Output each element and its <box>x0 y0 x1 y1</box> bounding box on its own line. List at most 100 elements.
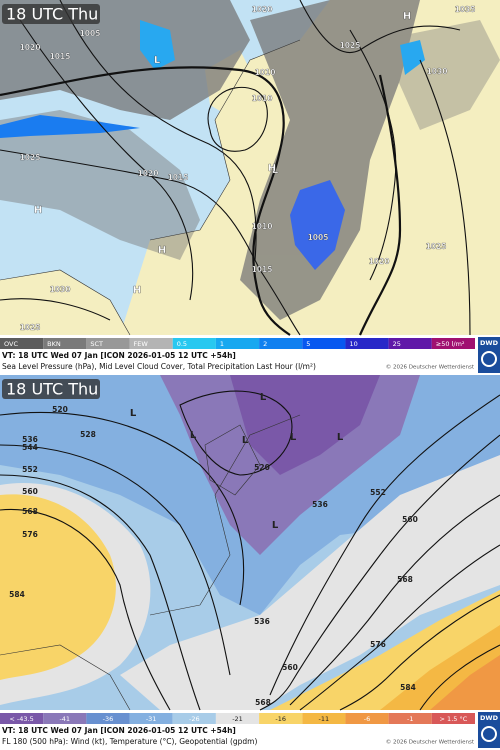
logo: DWD <box>480 339 499 347</box>
map-label: 536 <box>22 435 38 444</box>
legend-swatch <box>388 713 432 724</box>
legend-label: -11 <box>319 715 330 723</box>
map-label: L <box>260 392 267 403</box>
map-label: 1025 <box>426 242 447 251</box>
legend-label: ≥50 l/m² <box>436 340 465 348</box>
warm-zone <box>0 494 116 680</box>
map-label: 1030 <box>50 285 71 294</box>
map-label: L <box>272 165 279 176</box>
legend-label: 25 <box>393 340 401 348</box>
map-label: L <box>190 430 197 441</box>
map-label: 1025 <box>20 153 41 162</box>
title-box <box>2 4 100 24</box>
legend-swatch <box>215 338 260 349</box>
legend-swatch <box>302 713 346 724</box>
legend-label: -31 <box>146 715 157 723</box>
map-label: 552 <box>370 488 386 497</box>
map-label: 1025 <box>20 323 41 332</box>
map-label: 528 <box>80 430 96 439</box>
legend-swatch <box>86 338 130 349</box>
map-label: 560 <box>402 515 418 524</box>
map-label: 536 <box>312 500 328 509</box>
legend-swatch <box>0 338 44 349</box>
map-label: 1005 <box>308 233 329 242</box>
map-label: H <box>158 245 166 256</box>
map-label: 1025 <box>340 41 361 50</box>
map-label: 1015 <box>168 173 189 182</box>
legend-label: -16 <box>275 715 286 723</box>
description: Sea Level Pressure (hPa), Mid Level Clou… <box>2 362 316 371</box>
map-label: 552 <box>22 465 38 474</box>
map-label: 584 <box>400 683 416 692</box>
map-label: 1020 <box>252 5 273 14</box>
logo-icon <box>481 726 497 742</box>
map-label: 1020 <box>369 257 390 266</box>
map-label: 560 <box>22 487 38 496</box>
legend-label: -21 <box>232 715 243 723</box>
map-label: 576 <box>22 530 38 539</box>
map-label: 568 <box>255 698 271 707</box>
valid-time: VT: 18 UTC Wed 07 Jan [ICON 2026-01-05 1… <box>2 726 236 735</box>
map-label: H <box>133 285 141 296</box>
map-label: 576 <box>370 640 386 649</box>
legend-label: OVC <box>4 340 18 348</box>
map-label: L <box>130 408 137 419</box>
map-label: L <box>290 432 297 443</box>
legend-swatch <box>388 338 432 349</box>
coastlines <box>0 39 301 336</box>
map-label: 1015 <box>252 265 273 274</box>
map-label: H <box>403 11 411 22</box>
logo: DWD <box>480 714 499 722</box>
geopotential-contours <box>0 390 500 711</box>
legend-label: -41 <box>59 715 70 723</box>
warmest-zone <box>430 655 500 710</box>
legend-label: -36 <box>103 715 114 723</box>
map-label: L <box>272 520 279 531</box>
surface-map-panel: 1020 1035 1005 1020 1015 1025 1030 1010 1010 1025… <box>0 0 500 373</box>
isobars <box>0 0 471 336</box>
map-label: L <box>337 432 344 443</box>
legend-swatch <box>431 713 475 724</box>
legend-swatch <box>172 713 216 724</box>
legend-label: 1 <box>220 340 224 348</box>
map-label: 568 <box>397 575 413 584</box>
legend-label: FEW <box>134 340 149 348</box>
map-label: H <box>34 205 42 216</box>
map-label: 544 <box>22 443 38 452</box>
map-label: 1035 <box>455 5 476 14</box>
legend-label: 5 <box>306 340 310 348</box>
map-label: 568 <box>22 507 38 516</box>
legend-swatch <box>345 713 389 724</box>
mild-band <box>120 455 500 710</box>
map-label: 1015 <box>50 52 71 61</box>
map-label: 1010 <box>252 94 273 103</box>
legend-swatch <box>43 713 87 724</box>
valid-time: VT: 18 UTC Wed 07 Jan [ICON 2026-01-05 1… <box>2 351 236 360</box>
legend-label: SCT <box>90 340 103 348</box>
legend-swatch <box>345 338 389 349</box>
legend-swatch <box>172 338 216 349</box>
title-box <box>2 379 100 399</box>
map-label: H <box>268 163 276 174</box>
legend-label: > 1.5 °C <box>440 715 468 723</box>
title: 18 UTC Thu <box>6 380 98 399</box>
legend-label: 0.5 <box>177 340 187 348</box>
map-label: 520 <box>254 463 270 472</box>
map-label: 1030 <box>427 67 448 76</box>
legend-swatch <box>86 713 130 724</box>
map-label: 1020 <box>138 169 159 178</box>
map-label: 584 <box>9 590 25 599</box>
legend-swatch <box>129 338 173 349</box>
map-label: 1010 <box>252 222 273 231</box>
map-label: 560 <box>282 663 298 672</box>
legend-swatch <box>259 713 303 724</box>
legend-swatch <box>431 338 475 349</box>
coldest-core <box>230 375 380 475</box>
legend-swatch <box>302 338 346 349</box>
logo-icon <box>481 351 497 367</box>
legend-label: BKN <box>47 340 61 348</box>
legend-label: < -43.5 <box>9 715 33 723</box>
land <box>0 270 130 335</box>
